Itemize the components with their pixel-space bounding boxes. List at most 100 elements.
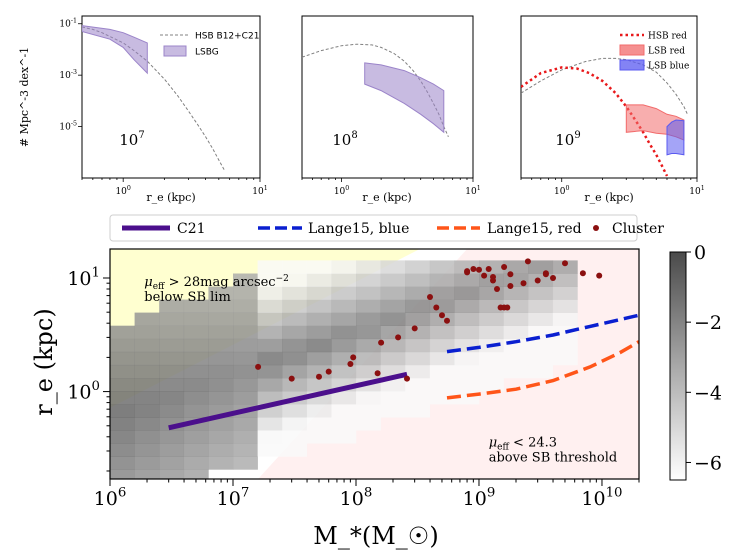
legend-label: Lange15, blue	[308, 221, 409, 237]
panel-bottom: 106 107 108 109 1010 100 101 r_e (kpc) M_*(M_☉…	[30, 214, 722, 550]
heatmap-cell	[429, 286, 455, 300]
cluster-point	[494, 286, 500, 292]
heatmap-cell	[479, 260, 504, 274]
heatmap-cell	[405, 378, 431, 392]
heatmap-cell	[528, 364, 554, 379]
heatmap-cell	[306, 260, 332, 274]
cluster-point	[579, 270, 586, 277]
heatmap-cell	[257, 430, 283, 444]
legend-box	[109, 214, 638, 242]
heatmap-cell	[306, 417, 332, 431]
heatmap-cell	[282, 378, 308, 392]
heatmap-cell	[183, 364, 209, 379]
cluster-point	[464, 269, 471, 276]
heatmap-cell	[552, 273, 578, 287]
heatmap-cell	[405, 364, 431, 379]
heatmap-cell	[380, 325, 406, 340]
cluster-point	[325, 368, 332, 375]
heatmap-cell	[233, 325, 258, 340]
heatmap-cell	[282, 286, 308, 300]
heatmap-cell	[110, 443, 135, 457]
line-c21	[168, 371, 408, 431]
heatmap-cell	[233, 286, 258, 300]
x-tick-label: 100	[554, 185, 569, 197]
heatmap-cell	[257, 260, 283, 274]
cluster-point	[444, 317, 450, 324]
heatmap-cell	[356, 364, 381, 379]
legend-swatch	[619, 44, 645, 56]
heatmap-cell	[479, 364, 504, 379]
heatmap-cell	[110, 430, 135, 444]
heatmap-cell	[159, 325, 185, 340]
line-lange15-blue	[446, 313, 639, 354]
panel-frame	[109, 248, 640, 480]
cluster-point	[439, 312, 445, 319]
y-tick-label: 10-1	[59, 18, 77, 30]
y-axis-label: # Mpc^-3 dex^-1	[18, 47, 31, 147]
heatmap-cell	[356, 391, 381, 405]
heatmap-cell	[528, 260, 554, 274]
legend-swatch	[593, 225, 599, 231]
heatmap-cell	[282, 404, 308, 418]
heatmap-cell	[233, 273, 258, 287]
cluster-point	[501, 264, 508, 270]
y-tick-label: 10-5	[59, 121, 77, 133]
heatmap-cell	[110, 456, 135, 470]
heatmap-cell	[233, 364, 258, 379]
legend-label: C21	[177, 221, 206, 237]
heatmap-cell	[208, 364, 234, 379]
heatmap-cell	[380, 338, 406, 353]
heatmap-cell	[233, 299, 258, 313]
legend: HSB red LSB red LSB blue	[619, 32, 689, 72]
heatmap-cell	[159, 391, 185, 405]
heatmap-cell	[429, 391, 455, 405]
heatmap-cell	[356, 260, 381, 274]
heatmap-cell	[429, 338, 455, 353]
legend: HSB B12+C21 LSBG	[160, 32, 259, 58]
legend-label: LSB blue	[648, 62, 689, 72]
heatmap-cell	[479, 299, 504, 313]
cluster-point	[255, 363, 262, 370]
heatmap-cell	[282, 443, 308, 457]
heatmap-cell	[134, 351, 160, 366]
heatmap-cell	[503, 312, 529, 326]
heatmap-cell	[552, 338, 578, 353]
heatmap-cell	[208, 378, 234, 392]
heatmap-cell	[208, 417, 234, 431]
x-tick-label: 101	[465, 185, 480, 197]
x-axis-label: r_e (kpc)	[362, 191, 411, 204]
heatmap-cell	[331, 417, 357, 431]
cluster-point	[476, 266, 482, 273]
x-tick-label: 108	[340, 485, 373, 510]
cluster-point	[550, 275, 556, 281]
heatmap-cell	[110, 378, 135, 392]
heatmap-cell	[405, 286, 431, 300]
heatmap-cell	[503, 260, 529, 274]
heatmap-cell	[257, 325, 283, 340]
heatmap-cell	[110, 325, 135, 340]
heatmap-cell	[454, 351, 480, 366]
legend-label: HSB red	[648, 32, 687, 42]
cluster-point	[470, 266, 477, 272]
heatmap-cell	[528, 312, 554, 326]
heatmap-cell	[552, 286, 578, 300]
heatmap-cell	[183, 378, 209, 392]
heatmap-cell	[183, 456, 209, 470]
heatmap-cell	[159, 456, 185, 470]
heatmap-cell	[134, 312, 160, 326]
heatmap-cell	[306, 286, 332, 300]
heatmap-cell	[479, 351, 504, 366]
heatmap-cell	[134, 430, 160, 444]
heatmap-cell	[257, 286, 283, 300]
annotation-sub: below SB lim	[144, 290, 231, 305]
heatmap-cell	[380, 299, 406, 313]
heatmap-cell	[134, 469, 160, 479]
heatmap-cell	[380, 260, 406, 274]
annotation-sub: above SB threshold	[489, 450, 618, 465]
heatmap-cell	[429, 273, 455, 287]
x-tick-label: 100	[334, 185, 349, 197]
x-axis-label: r_e (kpc)	[146, 191, 195, 204]
heatmap-cell	[380, 404, 406, 418]
x-tick-label: 1010	[581, 485, 622, 510]
heatmap-cell	[134, 338, 160, 353]
